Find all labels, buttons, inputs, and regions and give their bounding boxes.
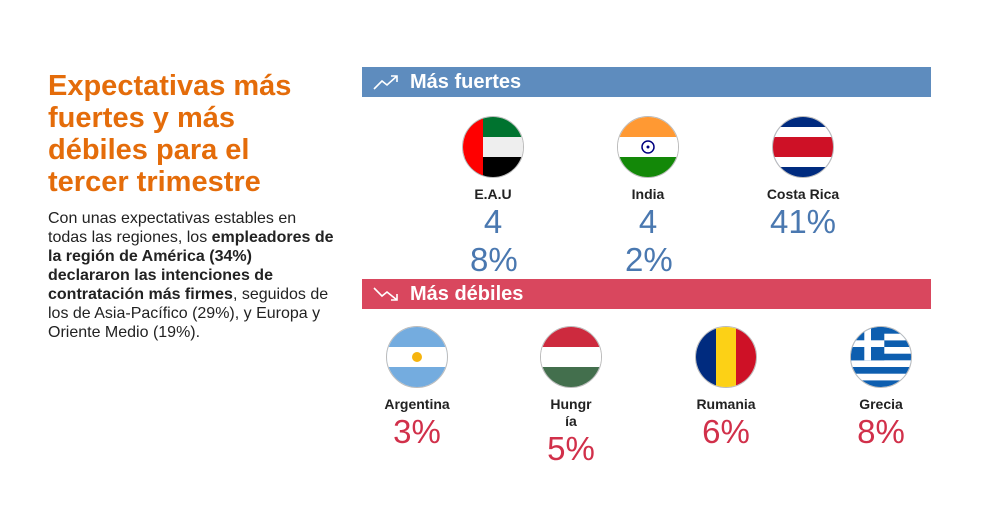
country-costa-rica: Costa Rica 41% [743,116,863,241]
country-name: Grecia [859,396,903,412]
country-value: 42% [625,203,673,278]
country-name: Argentina [384,396,450,412]
country-india: India 42% [588,116,708,279]
country-argentina: Argentina 3% [357,326,477,451]
india-flag-icon [617,116,679,178]
country-value: 48% [470,203,518,278]
country-name: Costa Rica [766,186,840,202]
weakest-header: Más débiles [362,279,931,309]
hungary-flag-icon [540,326,602,388]
strongest-header: Más fuertes [362,67,931,97]
page-title: Expectativas más fuertes y más débiles p… [48,70,292,198]
romania-flag-icon [695,326,757,388]
costa-rica-flag-icon [772,116,834,178]
country-name: E.A.U [474,186,512,202]
country-name: Rumania [696,396,756,412]
argentina-flag-icon [386,326,448,388]
summary-part: Con unas expectativas estables en todas … [48,210,297,246]
country-value: 8% [857,413,905,450]
summary-text: Con unas expectativas estables en todas … [48,209,338,342]
country-hungary: Hungría 5% [511,326,631,468]
trend-up-icon [373,75,398,90]
country-greece: Grecia 8% [821,326,941,451]
country-romania: Rumania 6% [666,326,786,451]
strongest-label: Más fuertes [410,70,522,93]
trend-down-icon [373,287,398,301]
weakest-label: Más débiles [410,282,524,305]
country-value: 6% [702,413,750,450]
summary-part: , seguidos de los de Asia-Pacífico (29%)… [48,286,329,341]
country-value: 41% [769,203,837,240]
summary-highlight: empleadores de la región de América (34%… [48,229,334,303]
greece-flag-icon [850,326,912,388]
country-value: 5% [547,430,595,467]
country-name: India [631,186,665,202]
country-value: 3% [393,413,441,450]
country-name: Hungría [550,396,592,429]
uae-flag-icon [462,116,524,178]
country-uae: E.A.U 48% [433,116,553,279]
